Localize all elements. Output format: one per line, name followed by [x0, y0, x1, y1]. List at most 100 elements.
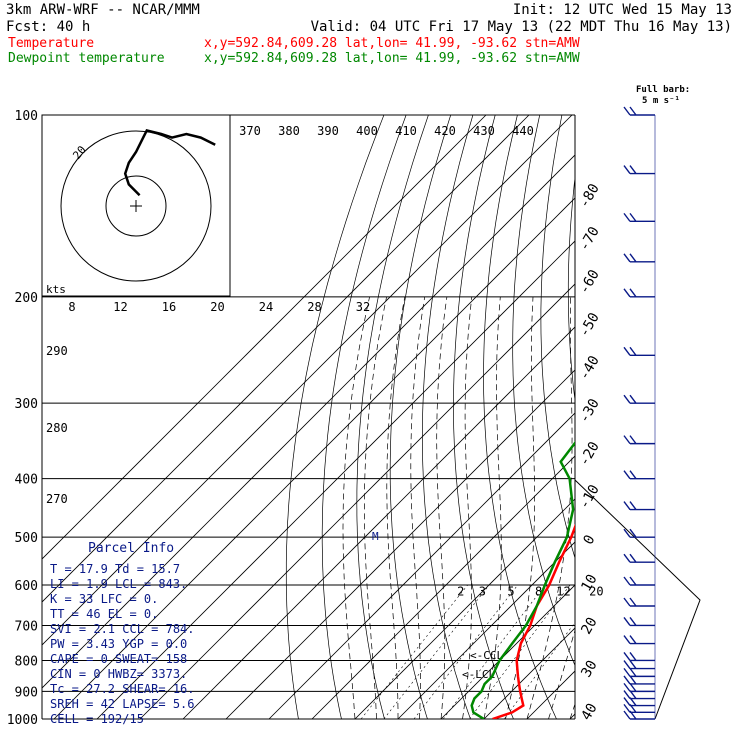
dry-adiabat: [389, 115, 452, 719]
isotherm: [42, 115, 487, 560]
dewpoint-profile: [470, 402, 575, 719]
forecast-hour: Fcst: 40 h: [6, 19, 90, 35]
legend-temperature-info: x,y=592.84,609.28 lat,lon= 41.99, -93.62…: [204, 36, 580, 51]
isotherm-tick-label: -40: [576, 353, 603, 383]
isotherm-tick-label: -50: [576, 310, 603, 340]
isotherm-tick-label: 30: [578, 658, 600, 681]
pressure-tick-label: 400: [15, 473, 38, 488]
dry-adiabat: [694, 115, 740, 732]
wind-barb: [623, 576, 655, 586]
theta-tick-label: 390: [317, 124, 339, 138]
mixing-ratio-label: 2: [457, 585, 464, 599]
isotherm: [182, 326, 575, 719]
isotherm-tick-label: -20: [576, 439, 603, 469]
lcl-marker: <-LCL: [462, 668, 495, 681]
dry-adiabat: [595, 115, 737, 732]
temperature-profile: [492, 523, 575, 719]
wind-barb: [623, 528, 655, 538]
valid-time: Valid: 04 UTC Fri 17 May 13 (22 MDT Thu …: [311, 19, 732, 35]
isotherm: [225, 369, 575, 719]
wind-barb: [623, 675, 655, 685]
moist-adiabat: [342, 296, 370, 719]
dry-adiabat: [483, 115, 557, 719]
wind-barb: [623, 652, 655, 662]
mixing-ratio-line: [360, 584, 468, 719]
theta-tick-label: 400: [356, 124, 378, 138]
isotherm: [96, 240, 575, 719]
isotherm: [440, 584, 575, 719]
isotherm-tick-label: 0: [580, 532, 598, 547]
dry-adiabat: [646, 115, 740, 732]
isotherm-tick-label: -80: [576, 181, 603, 211]
wind-barb: [623, 470, 655, 480]
isotherm: [613, 115, 740, 719]
theta-tick-label: 380: [278, 124, 300, 138]
moist-adiabat: [436, 296, 448, 719]
isotherm: [53, 197, 575, 719]
moist-adiabat: [386, 296, 406, 719]
model-title: 3km ARW-WRF -- NCAR/MMM: [6, 2, 200, 18]
wind-barb: [623, 165, 655, 175]
parcel-info-line: TT = 46 EL = 0.: [50, 607, 158, 621]
parcel-info-line: K = 33 LFC = 0.: [50, 592, 158, 606]
parcel-info-line: Tc = 27.2 SHEAR= 16.: [50, 682, 195, 696]
barb-legend-line2: 5 m s⁻¹: [642, 96, 680, 106]
theta-e-label: 270: [46, 492, 68, 506]
wind-barb: [623, 435, 655, 445]
wind-barb: [623, 288, 655, 298]
mixing-ratio-line: [383, 584, 490, 719]
wind-barb: [623, 212, 655, 223]
pressure-tick-label: 800: [15, 654, 38, 669]
init-time: Init: 12 UTC Wed 15 May 13: [513, 2, 732, 18]
pressure-tick-label: 1000: [7, 713, 38, 728]
hodograph-ring: [60, 130, 212, 282]
pressure-tick-label: 700: [15, 619, 38, 634]
dry-adiabat: [422, 115, 474, 719]
isotherm-tick-label: -60: [576, 267, 603, 297]
dry-adiabat: [321, 115, 407, 719]
mixing-ratio-label: 12: [556, 585, 570, 599]
isotherm-tick-label: 20: [578, 615, 600, 638]
parcel-info-line: SVI = 2.1 CCL = 784.: [50, 622, 195, 636]
legend-dewpoint-label: Dewpoint temperature: [8, 51, 165, 66]
parcel-info-line: CIN = 0 HWBZ= 3373.: [50, 667, 187, 681]
parcel-info-line: SREH = 42 LAPSE= 5.6: [50, 697, 195, 711]
speed-tick-label: 32: [356, 300, 370, 314]
theta-tick-label: 410: [395, 124, 417, 138]
isotherm: [139, 283, 575, 719]
isotherm-tick-label: -10: [576, 482, 603, 512]
isotherm: [42, 154, 575, 689]
wind-barb: [623, 667, 655, 678]
mixing-ratio-label: 5: [507, 585, 514, 599]
wind-barb: [623, 253, 655, 263]
parcel-info-line: LI = 1.9 LCL = 843.: [50, 577, 187, 591]
theta-tick-label: 430: [473, 124, 495, 138]
dry-adiabat: [285, 115, 385, 719]
dry-adiabat: [356, 115, 429, 719]
moist-adiabat: [526, 296, 573, 719]
isotherm-tick-label: 40: [578, 701, 600, 724]
isotherm: [311, 455, 575, 719]
wind-barb: [623, 617, 655, 627]
wind-barb: [623, 553, 655, 563]
ccl-marker: <-CCL: [470, 649, 503, 662]
wind-barb: [623, 106, 655, 116]
isotherm-tick-label: 10: [578, 572, 600, 595]
hodograph-trace: [123, 128, 216, 197]
dry-adiabat: [540, 115, 575, 560]
mixing-ratio-label: 8: [535, 585, 542, 599]
dry-adiabat: [670, 115, 740, 732]
speed-tick-label: 8: [68, 300, 75, 314]
pressure-tick-label: 100: [15, 109, 38, 124]
isotherm: [526, 670, 575, 719]
parcel-info-line: T = 17.9 Td = 15.7: [50, 562, 180, 576]
theta-tick-label: 370: [239, 124, 261, 138]
wind-barb: [623, 635, 655, 645]
legend-temperature-label: Temperature: [8, 36, 94, 51]
dry-adiabat: [717, 115, 740, 732]
dry-adiabat: [453, 115, 514, 719]
theta-tick-label: 440: [512, 124, 534, 138]
isotherm: [42, 115, 573, 646]
